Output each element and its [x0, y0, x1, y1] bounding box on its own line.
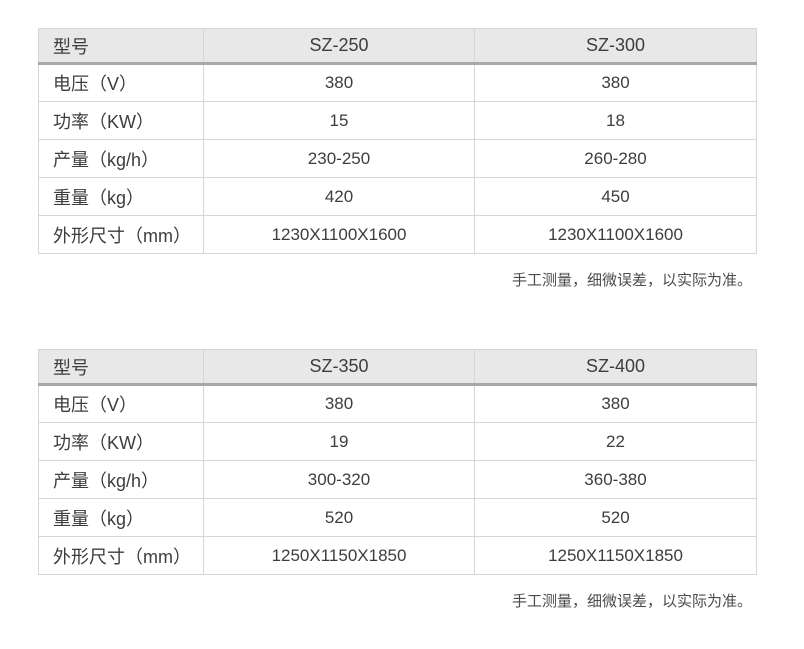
spec-table-block-2: 型号 SZ-350 SZ-400 电压（V） 380 380 功率（KW） 19…: [38, 349, 757, 613]
power-value-sz350: 19: [203, 422, 475, 461]
header-param-label: 型号: [38, 28, 204, 65]
table-row-output: 产量（kg/h） 300-320 360-380: [38, 460, 757, 499]
weight-value-sz400: 520: [474, 498, 757, 537]
row-label-weight: 重量（kg）: [38, 177, 204, 216]
table-row-power: 功率（KW） 15 18: [38, 101, 757, 140]
header-model-sz250: SZ-250: [203, 28, 475, 65]
header-model-sz300: SZ-300: [474, 28, 757, 65]
power-value-sz400: 22: [474, 422, 757, 461]
row-label-dimensions: 外形尺寸（mm）: [38, 536, 204, 575]
power-value-sz300: 18: [474, 101, 757, 140]
row-label-dimensions: 外形尺寸（mm）: [38, 215, 204, 254]
row-label-output: 产量（kg/h）: [38, 139, 204, 178]
table-row-weight: 重量（kg） 520 520: [38, 498, 757, 537]
row-label-power: 功率（KW）: [38, 101, 204, 140]
spec-table-sz250-sz300: 型号 SZ-250 SZ-300 电压（V） 380 380 功率（KW） 15…: [38, 28, 757, 254]
weight-value-sz350: 520: [203, 498, 475, 537]
table-row-weight: 重量（kg） 420 450: [38, 177, 757, 216]
voltage-value-sz300: 380: [474, 63, 757, 102]
table-row-voltage: 电压（V） 380 380: [38, 384, 757, 423]
table-row-output: 产量（kg/h） 230-250 260-280: [38, 139, 757, 178]
output-value-sz300: 260-280: [474, 139, 757, 178]
table-row-dimensions: 外形尺寸（mm） 1250X1150X1850 1250X1150X1850: [38, 536, 757, 575]
dimensions-value-sz400: 1250X1150X1850: [474, 536, 757, 575]
weight-value-sz300: 450: [474, 177, 757, 216]
dimensions-value-sz300: 1230X1100X1600: [474, 215, 757, 254]
header-param-label: 型号: [38, 349, 204, 386]
dimensions-value-sz350: 1250X1150X1850: [203, 536, 475, 575]
table-header-row: 型号 SZ-250 SZ-300: [38, 28, 757, 65]
dimensions-value-sz250: 1230X1100X1600: [203, 215, 475, 254]
table-row-voltage: 电压（V） 380 380: [38, 63, 757, 102]
table-row-dimensions: 外形尺寸（mm） 1230X1100X1600 1230X1100X1600: [38, 215, 757, 254]
voltage-value-sz350: 380: [203, 384, 475, 423]
table-row-power: 功率（KW） 19 22: [38, 422, 757, 461]
weight-value-sz250: 420: [203, 177, 475, 216]
voltage-value-sz250: 380: [203, 63, 475, 102]
header-model-sz350: SZ-350: [203, 349, 475, 386]
row-label-power: 功率（KW）: [38, 422, 204, 461]
output-value-sz400: 360-380: [474, 460, 757, 499]
spec-table-block-1: 型号 SZ-250 SZ-300 电压（V） 380 380 功率（KW） 15…: [38, 28, 757, 292]
spec-table-sz350-sz400: 型号 SZ-350 SZ-400 电压（V） 380 380 功率（KW） 19…: [38, 349, 757, 575]
row-label-output: 产量（kg/h）: [38, 460, 204, 499]
header-model-sz400: SZ-400: [474, 349, 757, 386]
row-label-weight: 重量（kg）: [38, 498, 204, 537]
output-value-sz250: 230-250: [203, 139, 475, 178]
measurement-note-2: 手工测量，细微误差，以实际为准。: [511, 593, 752, 610]
table-header-row: 型号 SZ-350 SZ-400: [38, 349, 757, 386]
row-label-voltage: 电压（V）: [38, 63, 204, 102]
measurement-note-1: 手工测量，细微误差，以实际为准。: [511, 272, 752, 289]
power-value-sz250: 15: [203, 101, 475, 140]
row-label-voltage: 电压（V）: [38, 384, 204, 423]
voltage-value-sz400: 380: [474, 384, 757, 423]
output-value-sz350: 300-320: [203, 460, 475, 499]
